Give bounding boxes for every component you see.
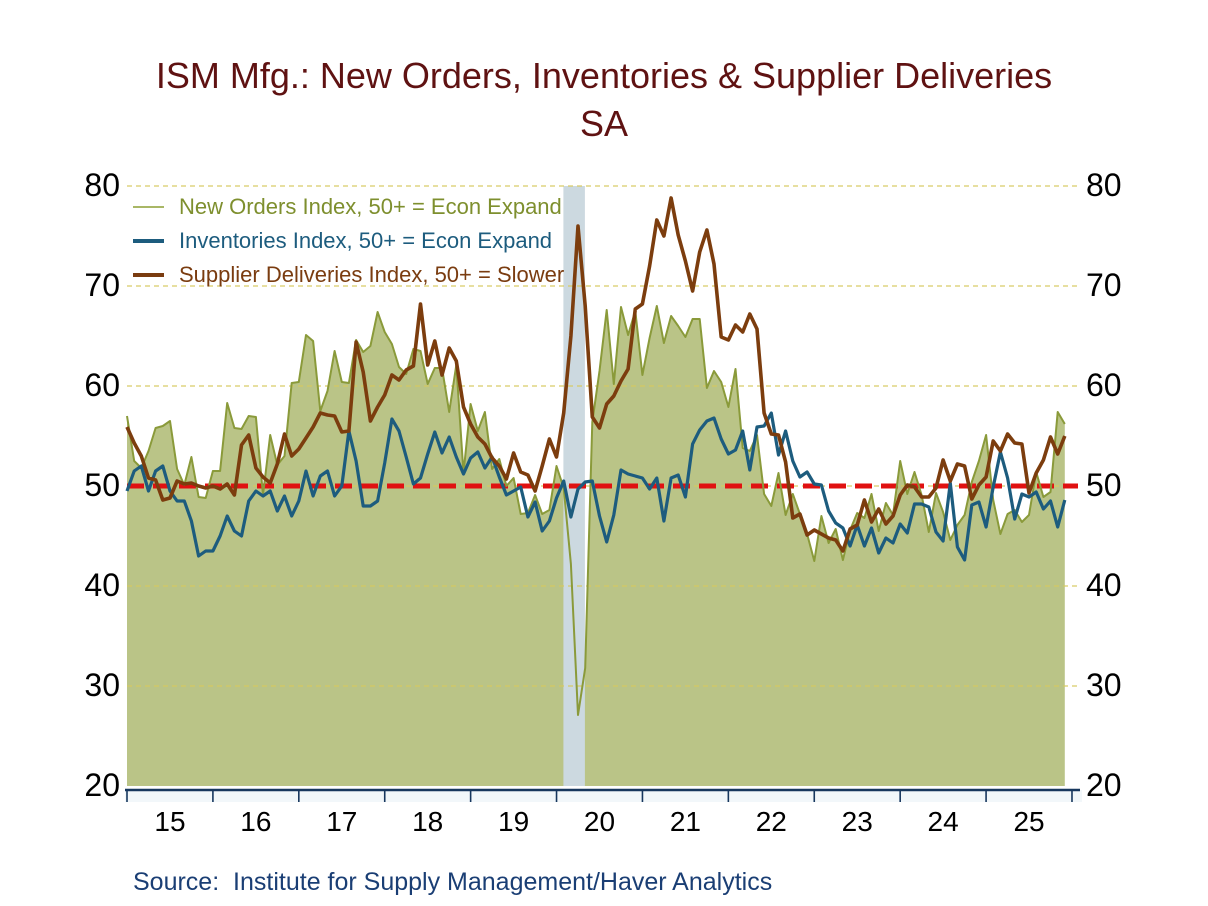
legend-label-supplier-deliveries: Supplier Deliveries Index, 50+ = Slower bbox=[179, 262, 565, 287]
new-orders-area-fill bbox=[127, 306, 1065, 786]
chart-title: ISM Mfg.: New Orders, Inventories & Supp… bbox=[155, 55, 1053, 96]
y-axis-label-left: 30 bbox=[84, 667, 120, 703]
x-axis-label: 24 bbox=[927, 806, 959, 837]
x-axis-label: 20 bbox=[583, 806, 616, 837]
x-axis-label: 17 bbox=[326, 806, 358, 837]
y-axis-label-left: 80 bbox=[84, 167, 120, 203]
x-axis-label: 16 bbox=[240, 806, 272, 837]
supplier-deliveries-index-line bbox=[125, 196, 1067, 553]
supplier-deliveries-line-swatch-icon bbox=[133, 273, 164, 277]
y-axis-label-right: 60 bbox=[1086, 367, 1122, 403]
y-axis-label-left: 20 bbox=[84, 767, 120, 803]
inventories-line-swatch-icon bbox=[133, 239, 164, 243]
chart-title-block: ISM Mfg.: New Orders, Inventories & Supp… bbox=[0, 52, 1208, 148]
x-axis-label: 18 bbox=[412, 806, 444, 837]
legend: New Orders Index, 50+ = Econ Expand Inve… bbox=[133, 190, 564, 292]
legend-label-inventories: Inventories Index, 50+ = Econ Expand bbox=[179, 228, 553, 253]
x-axis-label: 25 bbox=[1013, 806, 1045, 837]
x-axis-label: 23 bbox=[841, 806, 873, 837]
y-axis-label-left: 50 bbox=[84, 467, 120, 503]
x-axis-label: 15 bbox=[154, 806, 186, 837]
x-axis-label: 22 bbox=[755, 806, 787, 837]
x-axis-strip bbox=[125, 790, 1082, 802]
legend-item-new-orders: New Orders Index, 50+ = Econ Expand bbox=[133, 190, 564, 224]
x-axis-label: 19 bbox=[498, 806, 530, 837]
legend-item-supplier-deliveries: Supplier Deliveries Index, 50+ = Slower bbox=[133, 258, 564, 292]
inventories-index-line bbox=[125, 411, 1067, 562]
y-axis-label-right: 80 bbox=[1086, 167, 1122, 203]
new-orders-line bbox=[126, 305, 1066, 716]
y-axis-label-left: 40 bbox=[84, 567, 120, 603]
source-attribution: Source: Institute for Supply Management/… bbox=[133, 868, 773, 896]
new-orders-line-swatch-icon bbox=[133, 206, 164, 208]
y-axis-label-right: 30 bbox=[1086, 667, 1122, 703]
y-axis-label-right: 50 bbox=[1086, 467, 1122, 503]
y-axis-label-left: 70 bbox=[84, 267, 120, 303]
legend-item-inventories: Inventories Index, 50+ = Econ Expand bbox=[133, 224, 564, 258]
y-axis-label-right: 20 bbox=[1086, 767, 1122, 803]
legend-label-new-orders: New Orders Index, 50+ = Econ Expand bbox=[179, 194, 562, 219]
chart-subtitle: SA bbox=[579, 103, 629, 144]
y-axis-label-left: 60 bbox=[84, 367, 120, 403]
y-axis-label-right: 40 bbox=[1086, 567, 1122, 603]
y-axis-label-right: 70 bbox=[1086, 267, 1122, 303]
x-axis-label: 21 bbox=[669, 806, 701, 837]
